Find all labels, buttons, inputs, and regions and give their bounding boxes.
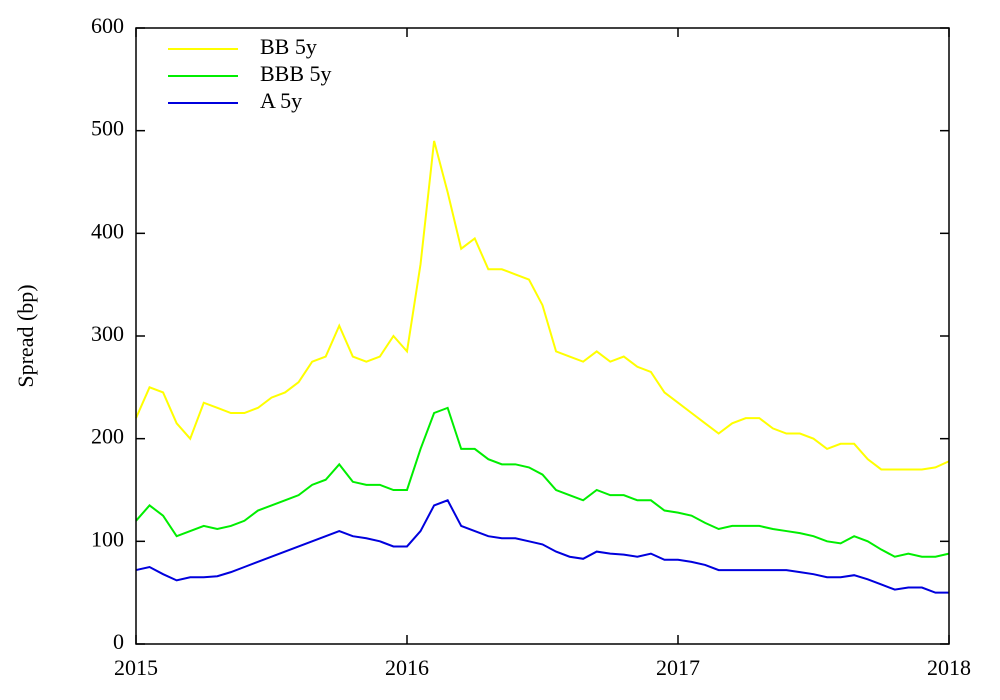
y-tick-label: 400	[91, 218, 124, 243]
legend-label: BBB 5y	[260, 61, 332, 86]
y-tick-label: 500	[91, 116, 124, 141]
y-tick-label: 100	[91, 526, 124, 551]
x-tick-label: 2018	[927, 655, 971, 680]
data-line	[135, 406, 950, 558]
y-tick-label: 0	[113, 629, 124, 654]
y-tick-label: 600	[91, 13, 124, 38]
y-axis-label: Spread (bp)	[13, 284, 38, 387]
x-tick-label: 2016	[385, 655, 429, 680]
plot-frame	[135, 27, 950, 645]
y-tick-label: 200	[91, 424, 124, 449]
legend-label: A 5y	[260, 88, 302, 113]
data-line	[135, 140, 950, 471]
y-tick-label: 300	[91, 321, 124, 346]
x-tick-label: 2015	[114, 655, 158, 680]
data-line	[135, 499, 949, 594]
legend-label: BB 5y	[260, 34, 317, 59]
x-tick-label: 2017	[656, 655, 700, 680]
